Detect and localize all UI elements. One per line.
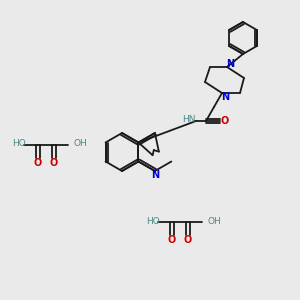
Text: HN: HN [182,116,196,124]
Text: O: O [221,116,229,126]
Text: N: N [151,170,159,180]
Text: HO: HO [12,140,26,148]
Text: O: O [184,235,192,245]
Text: N: N [226,59,234,69]
Text: OH: OH [208,217,222,226]
Text: HO: HO [146,217,160,226]
Text: O: O [34,158,42,168]
Text: OH: OH [74,140,88,148]
Text: O: O [168,235,176,245]
Text: N: N [221,92,229,102]
Text: O: O [50,158,58,168]
